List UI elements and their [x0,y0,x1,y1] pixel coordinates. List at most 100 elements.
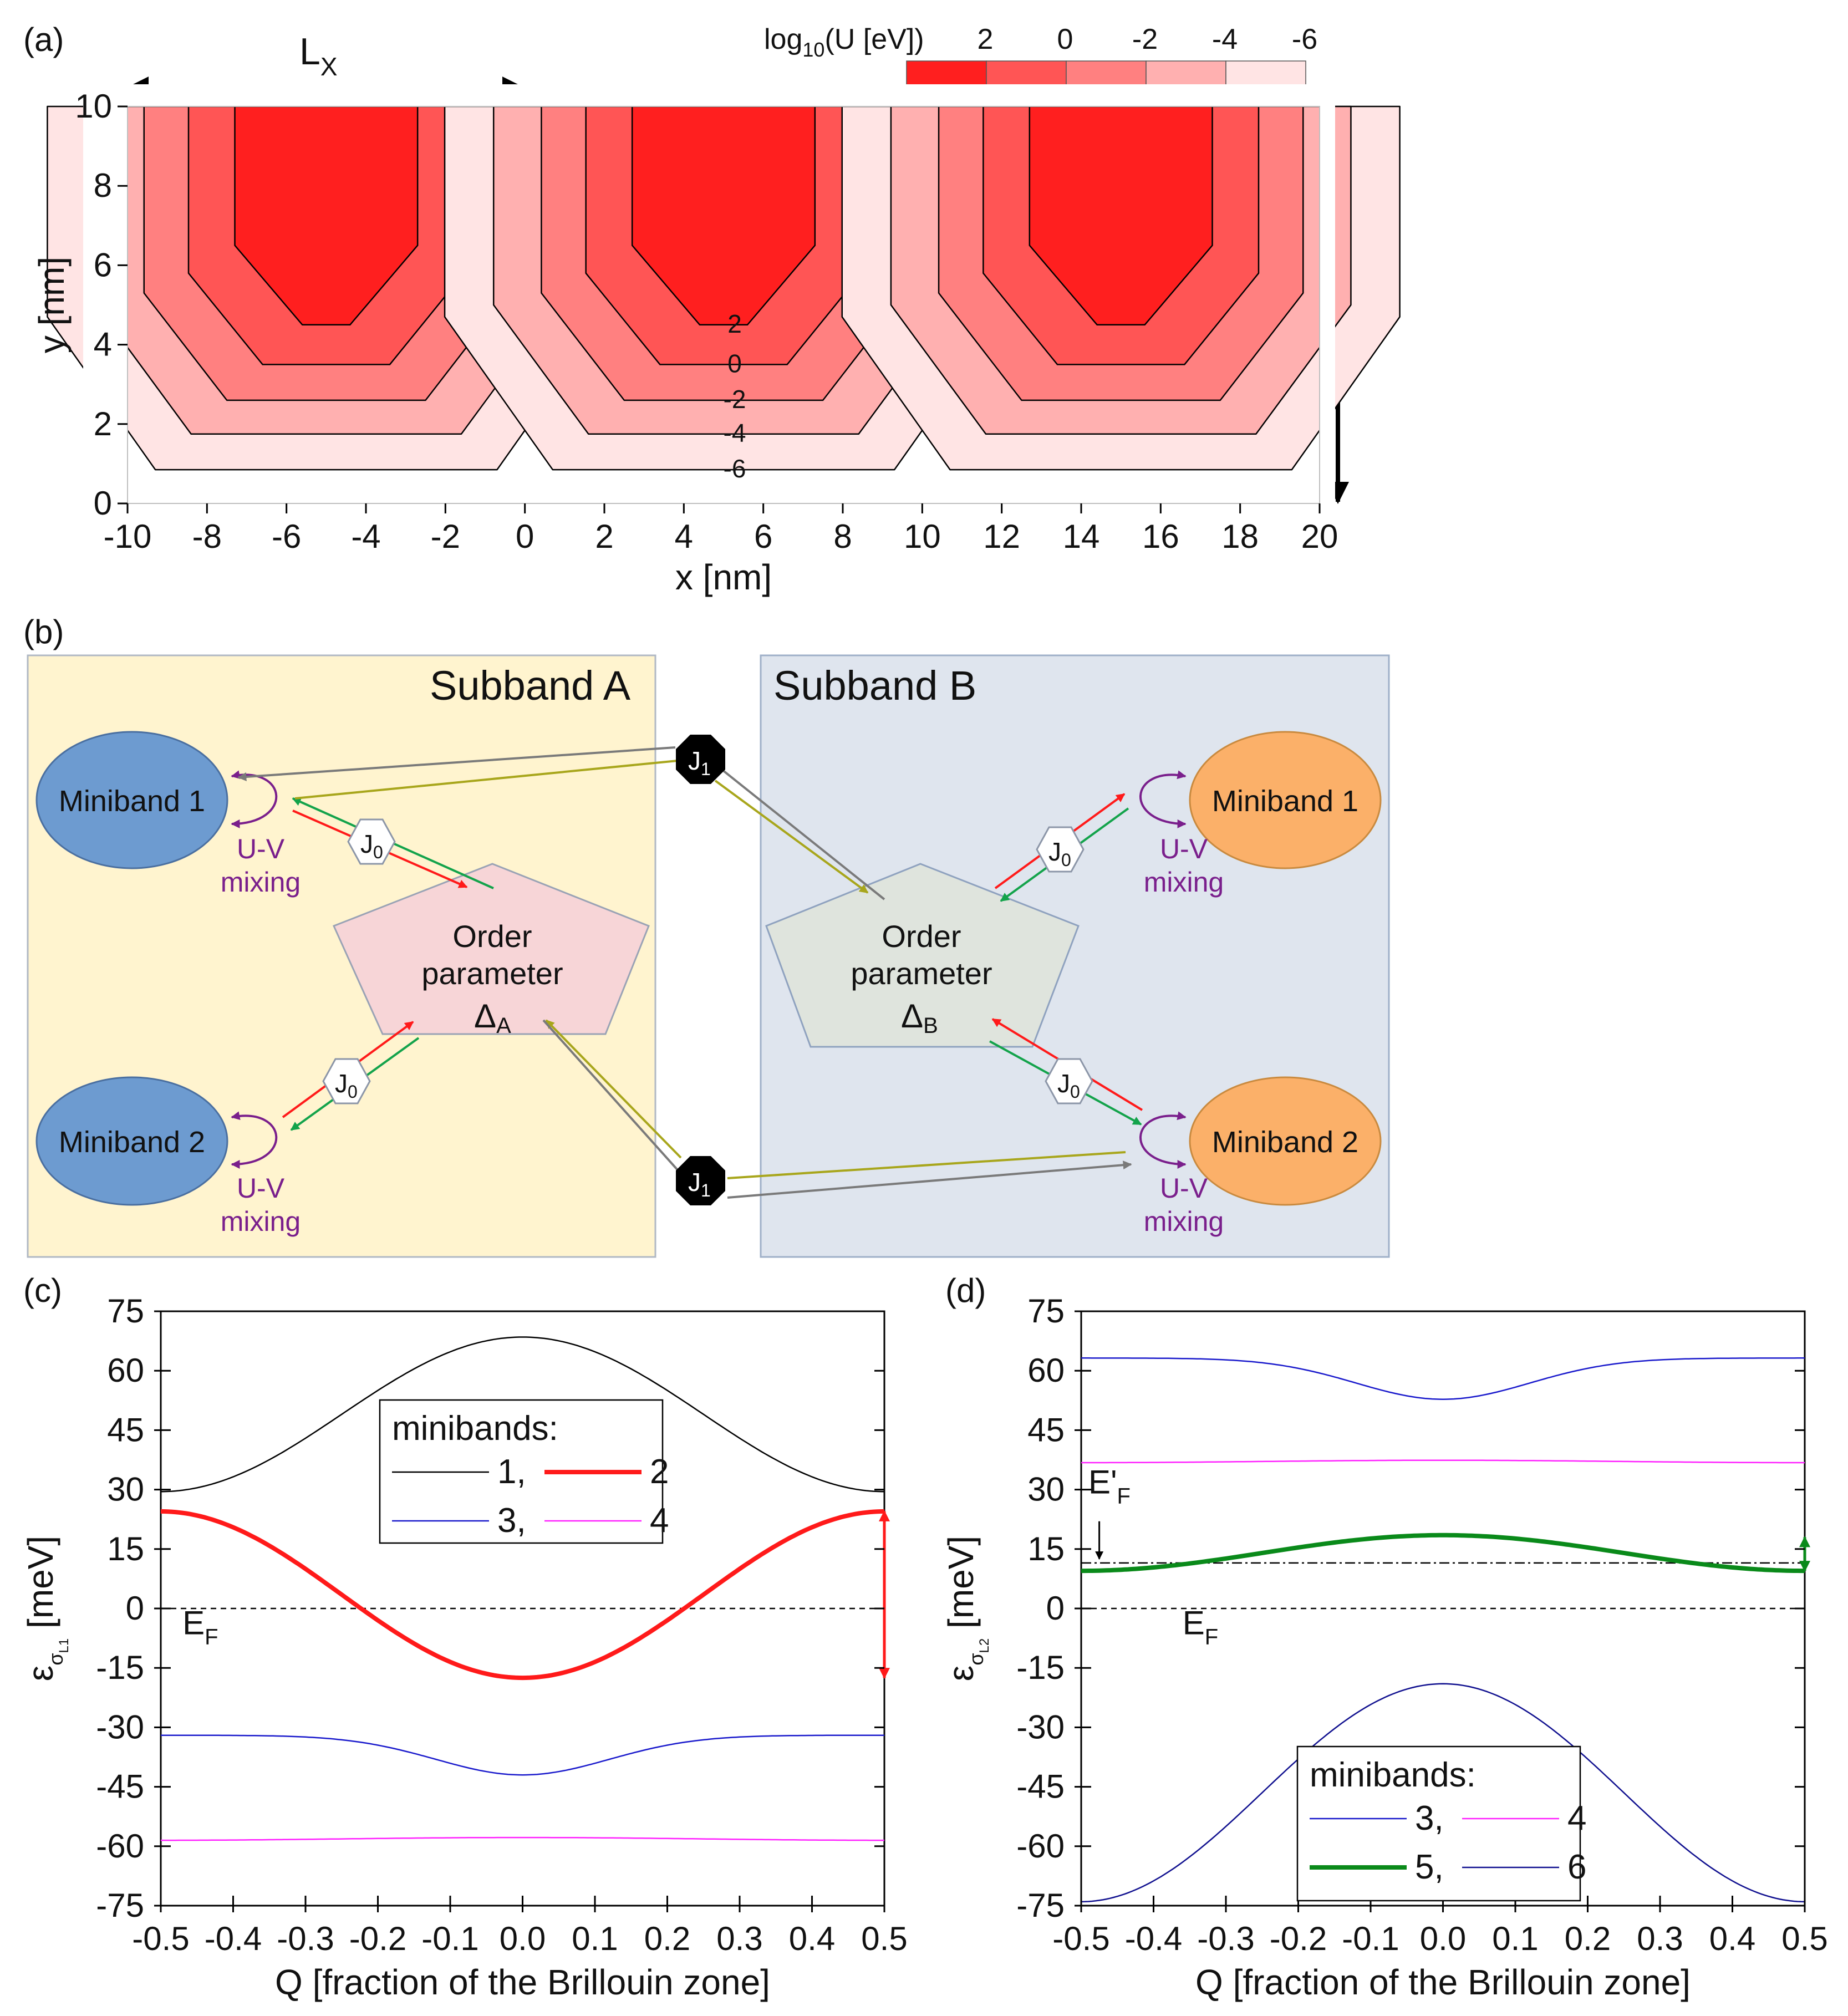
y-tick-label: -75 [96,1887,144,1924]
mixing-loop-a1 [231,770,278,828]
mixing-labels: U-V mixing U-V mixing U-V mixing U-V mix… [221,833,1224,1237]
panel-d-fermi-label: EF [1183,1604,1218,1649]
y-axis-title: εσL1 [meV] [21,1536,72,1681]
legend-entry-3: 3, [497,1501,526,1540]
j0-badge-a1-label: J0 [360,829,383,862]
series-miniband-1 [160,1336,885,1493]
colorbar-tick-labels: 2 0 -2 -4 -6 [978,23,1318,55]
mixing-label-b1-line2: mixing [1144,867,1224,898]
colorbar-swatch [1146,60,1226,88]
x-axis-title: Q [fraction of the Brillouin zone] [1195,1962,1691,2002]
y-tick-label: 2 [94,405,112,442]
x-tick-label: -10 [104,518,152,555]
contour-label-0: 0 [727,349,742,378]
j1-badge-bottom [676,1156,725,1205]
x-tick-label: 0.1 [572,1920,618,1957]
j0-badge-b2-label: J0 [1057,1069,1080,1102]
panel-a: (a) log10(U [eV]) 20-2-4-6 LX LY 20-2-4-… [23,21,1401,597]
mixing-label-a2-line2: mixing [221,1206,301,1237]
panel-b: (b) Subband A Subband B Miniband 1 Minib… [23,613,1390,1258]
j1-arrow-bottom-grey [542,1019,679,1171]
y-tick-label: 0 [126,1590,144,1627]
j1-arrow-top-grey [237,746,676,781]
x-tick-label: 0.5 [861,1920,907,1957]
y-tick-label: 60 [1027,1352,1065,1389]
order-parameter-a [332,863,650,1035]
j0-badge-b1-label: J0 [1048,837,1071,870]
mixing-loop-a2 [231,1111,278,1169]
y-tick-label: -15 [96,1649,144,1686]
mixing-loop-b1 [1139,770,1187,828]
y-axis-title: y [nm] [32,257,72,353]
x-tick-label: -4 [351,518,380,555]
j1-badge-bottom-label: J1 [688,1168,711,1200]
legend-box [1296,1745,1581,1902]
j1-badge-top [676,735,725,784]
y-tick-label: -60 [96,1827,144,1865]
y-tick-label: -75 [1016,1887,1065,1924]
legend-title: minibands: [1310,1756,1476,1794]
colorbar-title: log10(U [eV]) [764,23,924,61]
j1-arrow-bottom-right-grey [727,1160,1132,1199]
x-axis-title: Q [fraction of the Brillouin zone] [275,1962,770,2002]
series-miniband-6 [1081,1683,1805,1903]
series-miniband-4 [1081,1459,1805,1464]
y-tick-label: 10 [75,88,112,125]
x-tick-label: 0.4 [789,1920,835,1957]
x-tick-label: -0.3 [1197,1920,1254,1957]
x-tick-label: 0.2 [1565,1920,1611,1957]
y-tick-label: 0 [94,485,112,522]
legend-entry-3: 3, [1415,1799,1444,1837]
series-miniband-4 [161,1836,884,1841]
panel-d-label: (d) [945,1272,986,1309]
y-tick-label: 30 [1027,1471,1065,1508]
subband-b-miniband-2 [1189,1076,1382,1206]
mixing-label-a1-line2: mixing [221,867,301,898]
panel-c-label: (c) [23,1272,62,1309]
subband-a-title: Subband A [430,663,631,709]
order-parameter-b-line1: Order [882,919,961,954]
legend-entry-5: 5, [1415,1848,1444,1886]
x-tick-label: 2 [595,518,613,555]
x-tick-label: 0.3 [1637,1920,1683,1957]
x-tick-label: 4 [675,518,693,555]
order-parameter-a-symbol: ΔA [474,997,511,1038]
j1-arrow-top-olive [294,760,678,800]
x-tick-label: -8 [192,518,222,555]
x-tick-label: 10 [904,518,941,555]
j1-badges: J1 J1 [676,735,725,1205]
contour-label--2: -2 [724,385,746,414]
y-axis-title: εσL2 [meV] [941,1536,992,1681]
mixing-label-b1-line1: U-V [1160,833,1208,864]
series-miniband-5 [1081,1533,1805,1574]
lx-dimension: LX [126,30,525,99]
x-tick-label: -0.5 [1052,1920,1109,1957]
colorbar-swatches [906,60,1306,88]
x-axis-title: x [nm] [675,557,772,597]
mixing-label-a2-line1: U-V [237,1173,285,1204]
colorbar-swatch [1066,60,1147,88]
colorbar-swatch [1225,60,1306,88]
contour-label-2: 2 [727,309,742,338]
subband-a-miniband-1-label: Miniband 1 [59,785,205,818]
x-tick-label: -0.3 [277,1920,334,1957]
x-tick-label: 0.1 [1492,1920,1538,1957]
x-tick-label: 0.0 [1420,1920,1466,1957]
j1-arrow-bottom-olive [545,1019,682,1159]
y-tick-label: 4 [94,326,112,363]
colorbar-tick-label: -4 [1212,23,1238,55]
x-tick-label: 0.0 [500,1920,546,1957]
x-tick-label: -2 [431,518,460,555]
x-tick-label: -0.2 [349,1920,406,1957]
subband-a-miniband-2 [35,1076,228,1206]
legend-entry-6: 6 [1567,1848,1586,1886]
legend-entry-2: 2 [650,1453,669,1491]
y-tick-label: 45 [107,1411,144,1448]
x-tick-label: 16 [1142,518,1179,555]
j1-arrow-bottom-right-olive [727,1151,1126,1179]
order-parameter-b [765,863,1080,1048]
panel-b-label: (b) [23,613,64,650]
mixing-label-b2-line2: mixing [1144,1206,1224,1237]
legend-entry-4: 4 [650,1501,669,1540]
j1-arrow-top-right-grey [721,768,885,900]
